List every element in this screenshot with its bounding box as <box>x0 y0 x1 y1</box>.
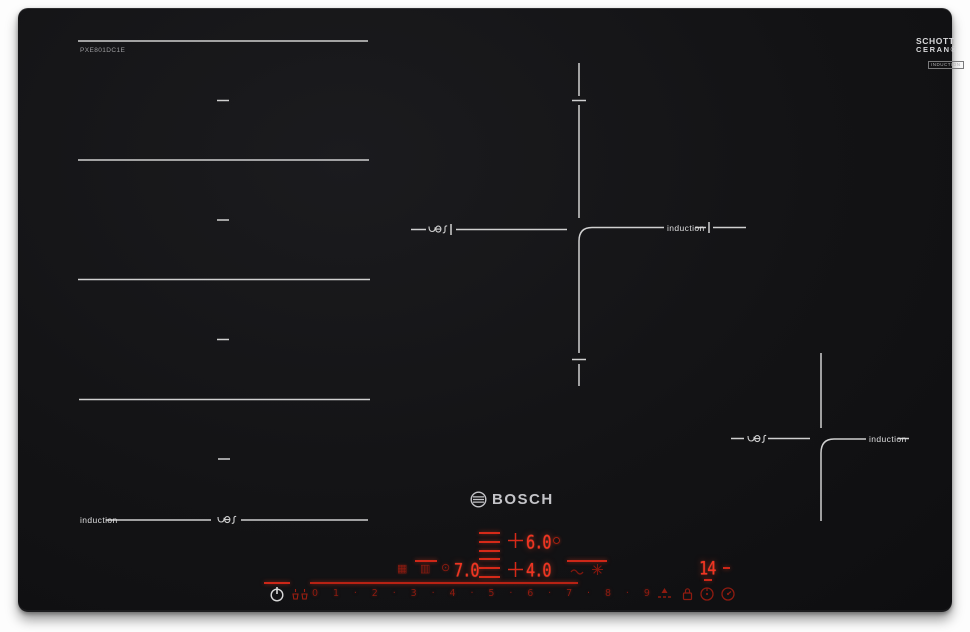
flex-zone-segments-indicator <box>479 532 500 578</box>
timer-select-mark <box>704 578 712 581</box>
schott-line1: SCHOTT <box>916 36 955 46</box>
dual-zone-icon[interactable] <box>292 588 308 601</box>
power-slider[interactable]: 0 1 · 2 · 3 · 4 · 5 · 6 · 7 · 8 · 9 <box>312 587 650 600</box>
slider-level[interactable]: · <box>431 588 435 599</box>
schott-ceran-logo: SCHOTT CERAN® INDUCTION <box>916 36 964 71</box>
slider-level[interactable]: 0 <box>312 588 319 599</box>
selection-bar <box>567 559 607 562</box>
power-indicator-line <box>264 582 290 584</box>
schott-line2: CERAN® <box>916 44 958 54</box>
slider-level[interactable]: · <box>353 588 357 599</box>
timer-display: 14 <box>699 557 716 579</box>
slider-level[interactable]: 8 <box>604 588 611 599</box>
slider-level[interactable]: 4 <box>449 588 456 599</box>
slider-level[interactable]: · <box>392 588 396 599</box>
front-zone-level-display: 4.0 <box>526 559 552 581</box>
slider-level[interactable]: 7 <box>566 588 573 599</box>
slider-level-line[interactable] <box>310 582 578 585</box>
slider-level[interactable]: · <box>548 588 552 599</box>
boost-icon[interactable] <box>656 586 673 601</box>
bosch-logo-text: BOSCH <box>492 491 554 508</box>
power-icon[interactable] <box>269 586 285 602</box>
slider-level[interactable]: 9 <box>643 588 650 599</box>
bosch-logo: BOSCH <box>470 491 554 508</box>
slider-level[interactable]: 5 <box>488 588 495 599</box>
zone-sensor-mark-icon <box>217 515 237 525</box>
zone-sensor-mark-icon <box>428 225 448 234</box>
slider-level[interactable]: 1 <box>332 588 339 599</box>
flex-zone-marking <box>78 40 370 525</box>
selection-bar <box>415 559 437 562</box>
flex-back-grid-icon: ▦ <box>397 563 408 575</box>
right-zone-induction-label: induction <box>869 434 907 444</box>
slider-level[interactable]: · <box>509 588 513 599</box>
keylock-icon[interactable] <box>681 586 694 601</box>
bosch-symbol-icon <box>470 491 487 508</box>
fry-sensor-icon <box>592 564 603 575</box>
slider-level[interactable]: · <box>587 588 591 599</box>
center-zone-induction-label: induction <box>667 222 705 233</box>
slider-level[interactable]: · <box>625 588 629 599</box>
slider-level[interactable]: 6 <box>527 588 534 599</box>
alarm-clock-icon[interactable] <box>720 586 736 602</box>
slider-level[interactable]: · <box>470 588 474 599</box>
model-number: PXE801DC1E <box>80 47 126 54</box>
timer-clock-icon[interactable] <box>699 586 715 602</box>
timer-unit-mark <box>723 567 730 569</box>
zone-sensor-mark-icon <box>747 434 767 444</box>
left-zone-level-display: 7.0 <box>454 559 480 581</box>
slider-level[interactable]: 3 <box>410 588 417 599</box>
plus-icon <box>508 562 523 577</box>
slider-level[interactable]: 2 <box>371 588 378 599</box>
cooktop-glass-panel: PXE801DC1E SCHOTT CERAN® INDUCTION induc… <box>18 8 964 612</box>
back-zone-level-display: 6.0 <box>526 531 552 553</box>
degree-dot-icon <box>553 537 560 544</box>
zone-timer-clock-icon: ⊙ <box>441 562 451 574</box>
flex-zone-induction-label: induction <box>80 515 118 525</box>
flex-front-grid-icon: ▥ <box>420 563 431 575</box>
schott-induction-badge: INDUCTION <box>928 61 964 70</box>
move-pan-icon <box>570 569 584 575</box>
plus-icon <box>508 533 523 548</box>
